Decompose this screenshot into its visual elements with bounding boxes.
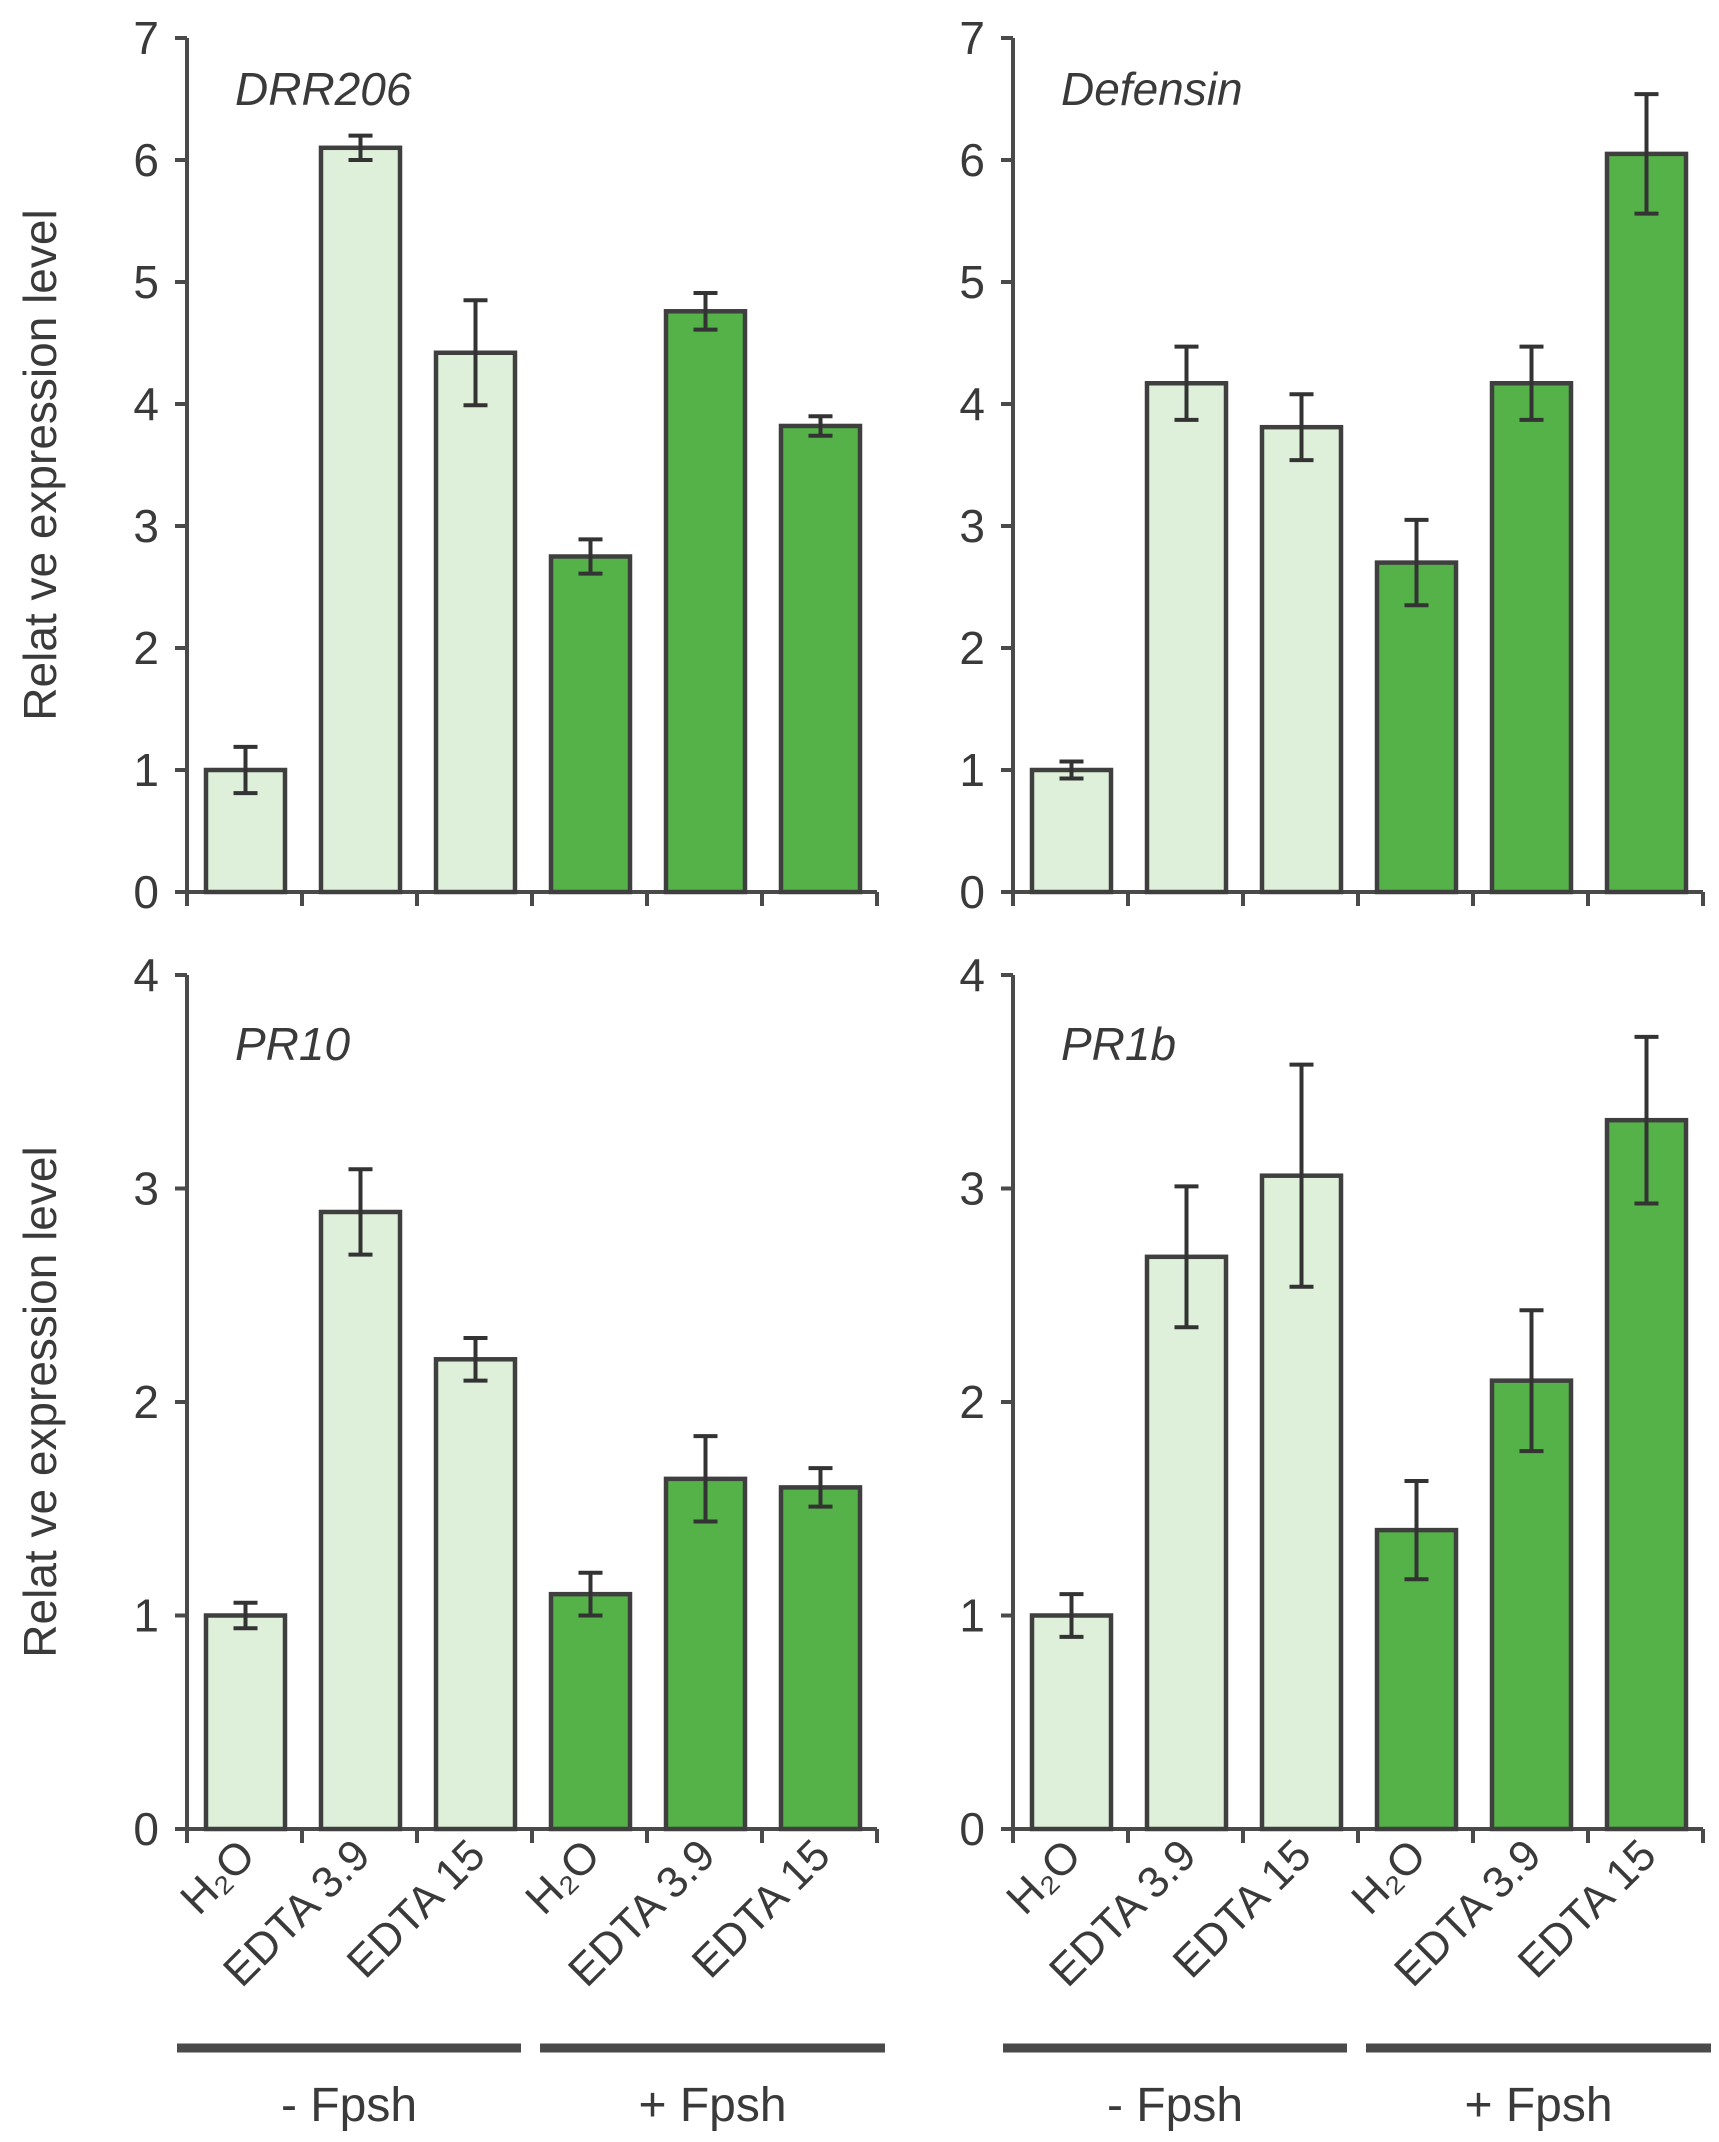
panel-title: PR1b (1061, 1018, 1176, 1070)
bar (1489, 381, 1574, 895)
bar (203, 1613, 288, 1832)
panel-title: PR10 (235, 1018, 350, 1070)
y-tick-label: 7 (959, 12, 985, 64)
bar (663, 309, 748, 895)
y-tick-label: 5 (133, 256, 159, 308)
bar (433, 1357, 518, 1832)
y-tick-label: 2 (959, 622, 985, 674)
y-tick-label: 1 (133, 744, 159, 796)
y-tick-label: 0 (133, 1803, 159, 1855)
x-tick-label: H₂O (171, 1830, 264, 1923)
y-tick-label: 7 (133, 12, 159, 64)
y-axis-label: Relat ve expression level (14, 209, 66, 720)
bar (433, 350, 518, 895)
bar (1259, 424, 1344, 895)
y-tick-label: 0 (133, 866, 159, 918)
y-tick-label: 1 (959, 744, 985, 796)
chart-pr1b: 0 1 2 3 4 PR1b (959, 949, 1705, 1855)
group-label: - Fpsh (1107, 2079, 1243, 2132)
y-tick-label: 2 (959, 1376, 985, 1428)
y-tick-label: 0 (959, 1803, 985, 1855)
bar (1029, 1613, 1114, 1832)
x-tick-label: H₂O (516, 1830, 609, 1923)
bar (1029, 767, 1114, 895)
bar (778, 423, 863, 895)
y-tick-label: 4 (133, 378, 159, 430)
y-tick-label: 1 (133, 1590, 159, 1642)
y-tick-label: 2 (133, 1376, 159, 1428)
y-tick-label: 6 (133, 134, 159, 186)
bar (548, 1591, 633, 1832)
x-tick-label: H₂O (1342, 1830, 1435, 1923)
bar (1144, 1254, 1229, 1832)
y-tick-label: 4 (133, 949, 159, 1001)
y-tick-label: 4 (959, 949, 985, 1001)
y-tick-label: 1 (959, 1590, 985, 1642)
bar (548, 554, 633, 895)
bar (1489, 1378, 1574, 1832)
group-label: - Fpsh (281, 2079, 417, 2132)
y-tick-label: 4 (959, 378, 985, 430)
panel-title: DRR206 (235, 63, 412, 115)
x-tick-label: H₂O (997, 1830, 1090, 1923)
chart-defensin: 0 1 2 3 4 5 6 7 Defensin (959, 12, 1705, 918)
y-tick-label: 3 (133, 1163, 159, 1215)
y-axis-label: Relat ve expression level (14, 1146, 66, 1657)
bar (663, 1476, 748, 1832)
panel-title: Defensin (1061, 63, 1243, 115)
chart-pr10: 0 1 2 3 4 PR10 Relat ve expression level (14, 949, 879, 1855)
y-tick-label: 6 (959, 134, 985, 186)
y-tick-label: 0 (959, 866, 985, 918)
group-label: + Fpsh (1464, 2079, 1612, 2132)
bar (1604, 1117, 1689, 1832)
bar (1374, 560, 1459, 895)
group-label: + Fpsh (638, 2079, 786, 2132)
bar (318, 145, 403, 895)
bar (778, 1485, 863, 1832)
y-tick-label: 2 (133, 622, 159, 674)
bar (1604, 151, 1689, 895)
bar (1144, 381, 1229, 895)
bar (318, 1209, 403, 1832)
y-tick-label: 3 (959, 500, 985, 552)
chart-drr206: 0 1 2 3 4 5 6 7 DRR206 Relat ve expression level (14, 12, 879, 918)
y-tick-label: 3 (959, 1163, 985, 1215)
y-tick-label: 3 (133, 500, 159, 552)
y-tick-label: 5 (959, 256, 985, 308)
